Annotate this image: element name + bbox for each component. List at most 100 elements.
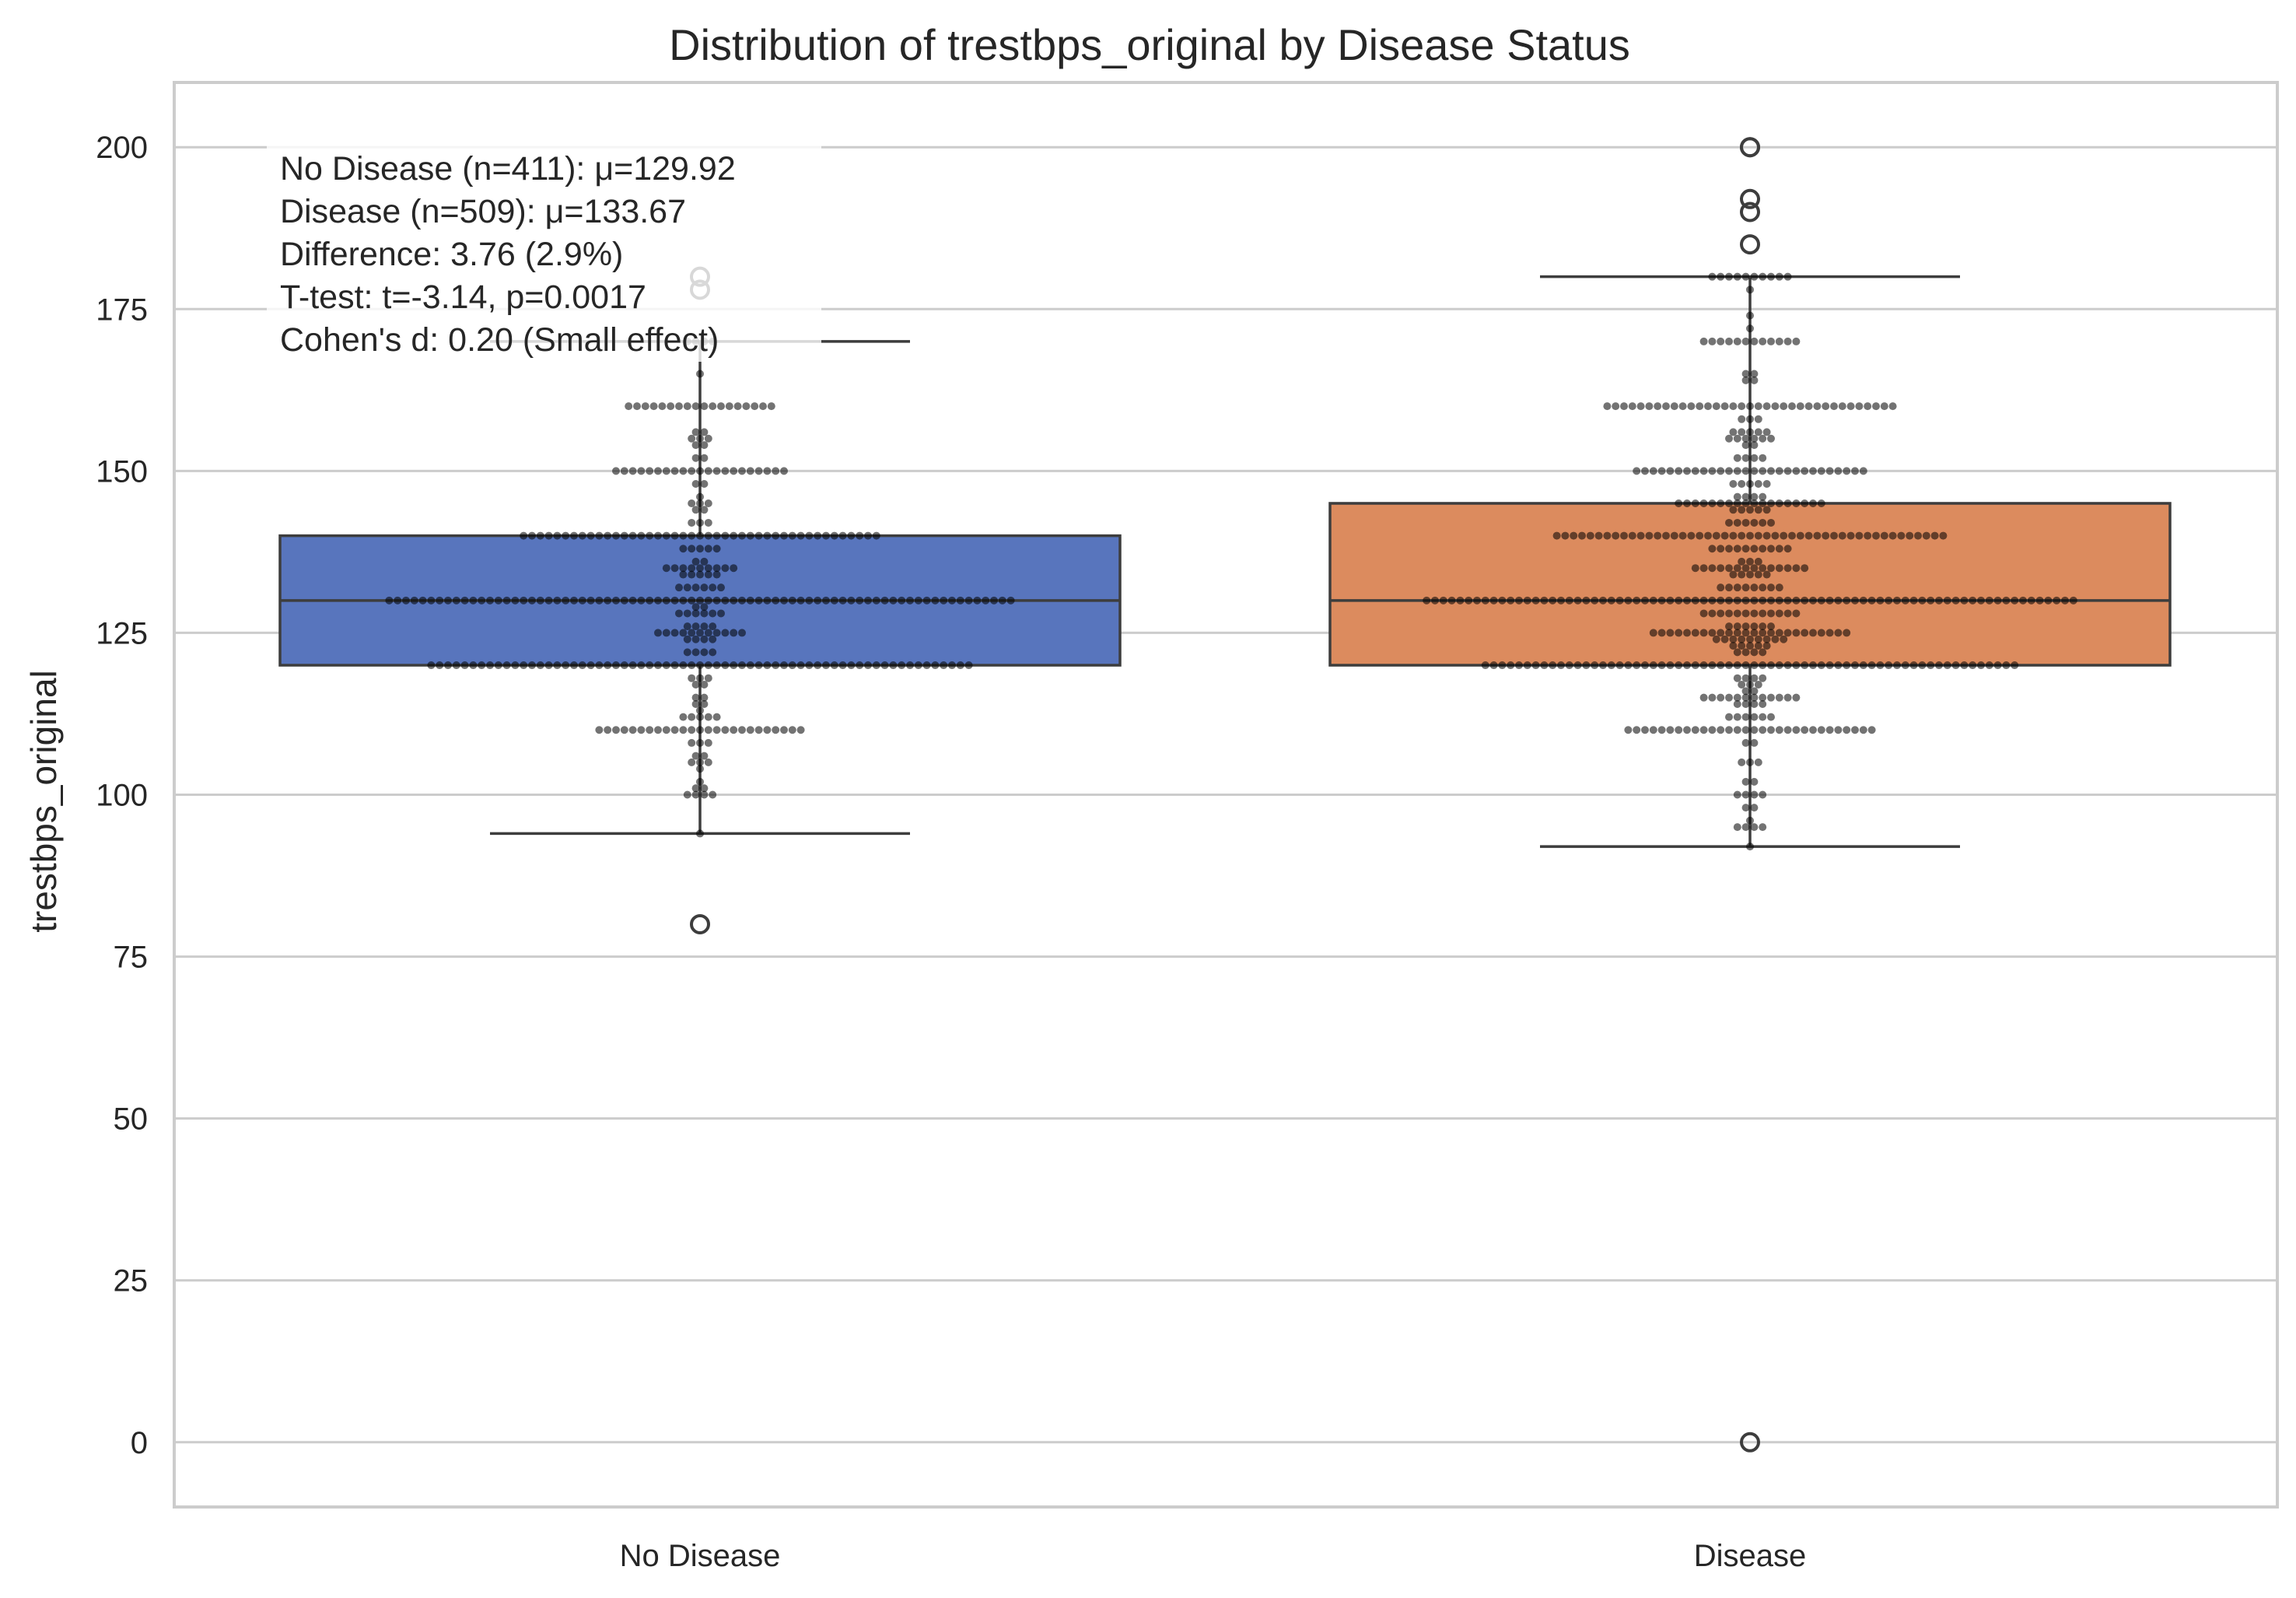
swarm-point (1591, 596, 1599, 605)
swarm-point (1843, 596, 1851, 605)
swarm-point (1893, 661, 1901, 670)
swarm-point (1846, 531, 1855, 540)
swarm-point (1645, 402, 1654, 411)
swarm-point (1859, 467, 1867, 475)
swarm-point (717, 583, 725, 592)
swarm-point (1780, 635, 1788, 643)
swarm-point (562, 531, 570, 540)
swarm-point (1951, 596, 1960, 605)
swarm-point (683, 622, 691, 631)
swarm-point (1683, 661, 1691, 670)
swarm-point (700, 790, 709, 799)
swarm-point (1804, 402, 1813, 411)
outlier-marker (1740, 1432, 1760, 1453)
swarm-point (1985, 596, 1993, 605)
swarm-point (1939, 531, 1948, 540)
swarm-point (1531, 596, 1540, 605)
swarm-point (1754, 557, 1762, 566)
swarm-point (691, 506, 700, 514)
swarm-point (1708, 272, 1717, 281)
swarm-point (696, 564, 704, 573)
swarm-point (670, 596, 679, 605)
stats-line: Difference: 3.76 (2.9%) (280, 236, 623, 273)
swarm-point (1775, 583, 1783, 592)
swarm-point (1683, 629, 1691, 637)
swarm-point (1759, 467, 1767, 475)
swarm-point (1830, 531, 1838, 540)
swarm-point (1817, 629, 1825, 637)
swarm-point (1801, 467, 1809, 475)
swarm-point (696, 499, 704, 507)
swarm-point (1985, 661, 1993, 670)
swarm-point (700, 603, 709, 612)
swarm-point (1733, 583, 1741, 592)
swarm-point (1666, 596, 1675, 605)
swarm-point (1717, 467, 1725, 475)
swarm-point (1783, 726, 1792, 734)
swarm-point (1792, 661, 1801, 670)
swarm-point (746, 661, 754, 670)
swarm-point (1699, 596, 1708, 605)
swarm-point (746, 531, 754, 540)
swarm-point (1708, 337, 1717, 345)
swarm-point (738, 661, 746, 670)
swarm-point (683, 609, 691, 618)
swarm-point (679, 726, 688, 734)
swarm-point (1738, 642, 1746, 650)
swarm-point (763, 726, 772, 734)
swarm-point (754, 726, 763, 734)
swarm-point (1549, 661, 1557, 670)
swarm-point (1843, 467, 1851, 475)
swarm-point (1851, 726, 1859, 734)
swarm-point (1855, 402, 1864, 411)
swarm-point (544, 596, 553, 605)
swarm-point (586, 661, 595, 670)
swarm-point (1867, 596, 1876, 605)
swarm-point (696, 467, 704, 475)
swarm-point (751, 402, 759, 411)
swarm-point (1741, 622, 1750, 631)
swarm-point (1729, 480, 1738, 489)
swarm-point (1557, 596, 1565, 605)
swarm-point (1867, 726, 1876, 734)
swarm-point (712, 713, 721, 721)
swarm-point (1741, 790, 1750, 799)
swarm-point (1717, 564, 1725, 573)
swarm-point (1741, 693, 1750, 702)
swarm-point (914, 596, 922, 605)
y-tick-label: 100 (96, 779, 148, 813)
swarm-point (1851, 661, 1859, 670)
swarm-point (1636, 402, 1645, 411)
swarm-point (696, 726, 704, 734)
swarm-point (1754, 635, 1762, 643)
swarm-point (1717, 693, 1725, 702)
swarm-point (709, 648, 717, 657)
swarm-point (696, 492, 704, 501)
swarm-point (738, 467, 746, 475)
swarm-point (730, 467, 738, 475)
swarm-point (856, 531, 864, 540)
swarm-point (709, 402, 717, 411)
swarm-point (700, 428, 709, 436)
swarm-point (1750, 596, 1759, 605)
swarm-point (595, 531, 604, 540)
swarm-point (586, 531, 595, 540)
swarm-point (704, 570, 712, 579)
swarm-point (1741, 492, 1750, 501)
swarm-point (544, 661, 553, 670)
swarm-point (1746, 843, 1754, 851)
swarm-point (1708, 726, 1717, 734)
stats-box (267, 142, 821, 362)
swarm-point (691, 752, 700, 760)
swarm-point (1817, 726, 1825, 734)
swarm-point (1729, 570, 1738, 579)
swarm-point (502, 661, 511, 670)
swarm-point (1649, 661, 1657, 670)
swarm-point (1675, 726, 1683, 734)
swarm-point (1817, 661, 1825, 670)
swarm-point (1750, 699, 1759, 708)
swarm-point (1750, 434, 1759, 443)
swarm-point (1775, 609, 1783, 618)
stats-line: Cohen's d: 0.20 (Small effect) (280, 321, 719, 359)
swarm-point (1612, 531, 1620, 540)
